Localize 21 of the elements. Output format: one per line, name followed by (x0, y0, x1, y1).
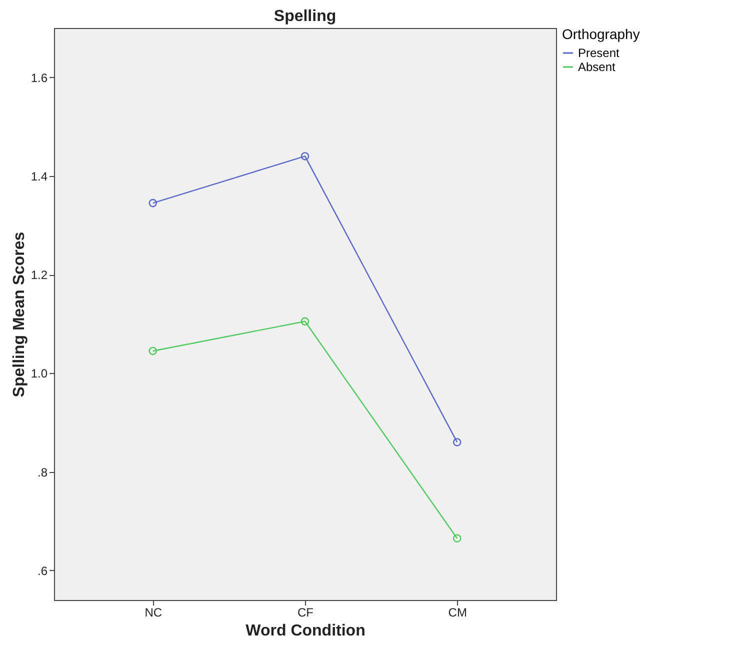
x-tick-label: CM (448, 606, 467, 620)
legend-title: Orthography (562, 26, 640, 42)
chart-title: Spelling (274, 8, 336, 25)
y-tick-label: .8 (37, 465, 48, 480)
y-tick-label: .6 (37, 564, 48, 578)
y-tick-label: 1.6 (30, 70, 48, 85)
y-tick-label: 1.2 (30, 268, 48, 282)
point (300, 152, 310, 160)
x-tick-label: NC (144, 606, 162, 620)
x-axis-title: Word Condition (246, 622, 366, 640)
legend-label: Absent (578, 60, 616, 74)
x-tick-label: CF (298, 606, 314, 620)
y-tick-label: 1.0 (30, 366, 48, 381)
point (148, 198, 158, 208)
point (300, 317, 310, 326)
y-axis-title: Spelling Mean Scores (10, 232, 28, 398)
point (148, 346, 158, 356)
legend-label: Present (578, 46, 620, 60)
point (452, 534, 462, 542)
y-tick-label: 1.4 (30, 169, 48, 184)
point (452, 438, 462, 446)
